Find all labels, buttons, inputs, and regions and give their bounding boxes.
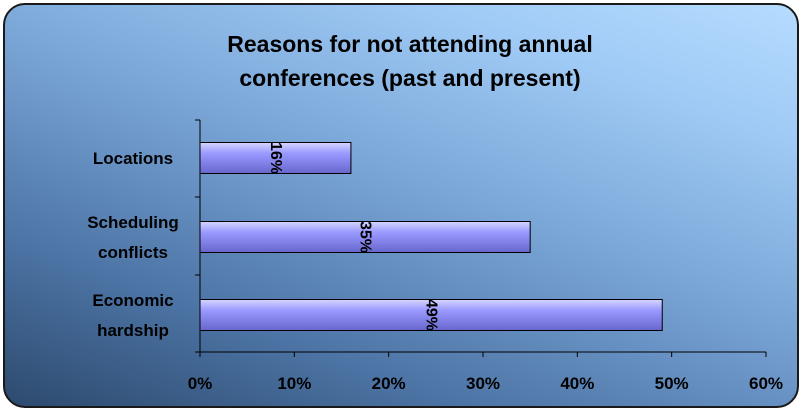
x-tick-label: 60% (749, 374, 783, 393)
category-labels: Locations Scheduling conflicts Economic hard… (87, 149, 179, 340)
x-tick-label: 30% (466, 374, 500, 393)
category-label: Economic (92, 291, 173, 310)
x-tick-label: 0% (188, 374, 213, 393)
bar (199, 142, 352, 174)
category-label: Locations (93, 149, 173, 168)
chart: Reasons for not attending annual conferen… (87, 31, 783, 393)
x-tick-label: 20% (372, 374, 406, 393)
bars: 16% 35% 49% (199, 142, 663, 331)
data-label: 16% (267, 142, 284, 174)
chart-title-line: Reasons for not attending annual (227, 31, 592, 57)
x-tick-label: 40% (560, 374, 594, 393)
bar (199, 221, 531, 253)
x-tick-labels: 0% 10% 20% 30% 40% 50% 60% (188, 374, 783, 393)
category-label: hardship (97, 321, 169, 340)
category-label: Scheduling (87, 213, 179, 232)
category-label: conflicts (98, 243, 168, 262)
chart-title-line: conferences (past and present) (239, 65, 580, 91)
data-label: 35% (357, 221, 374, 253)
bar (199, 299, 663, 331)
data-label: 49% (423, 299, 440, 331)
chart-frame: Reasons for not attending annual conferen… (3, 3, 799, 408)
x-tick-label: 10% (277, 374, 311, 393)
chart-title: Reasons for not attending annual conferen… (227, 31, 592, 91)
x-tick-label: 50% (655, 374, 689, 393)
